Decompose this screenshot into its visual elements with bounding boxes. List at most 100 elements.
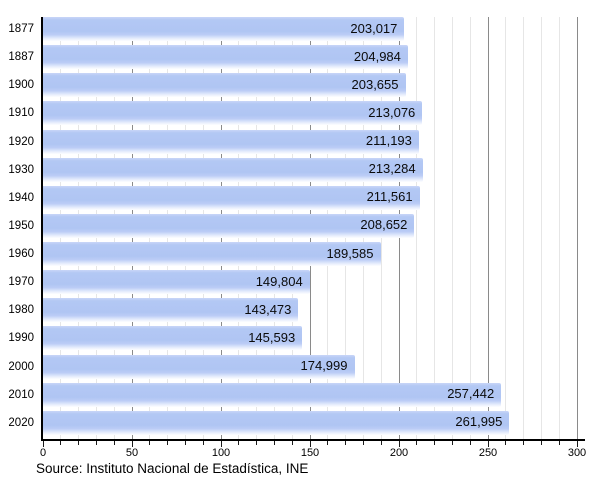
- bar-row: 208,652: [43, 213, 588, 242]
- bar-row: 261,995: [43, 410, 588, 439]
- bar: 211,193: [43, 129, 419, 154]
- x-axis-tick-minor: [202, 441, 204, 445]
- bar: 257,442: [43, 382, 502, 407]
- bar-row: 211,561: [43, 185, 588, 214]
- bar-value-label: 149,804: [255, 273, 303, 289]
- bar-row: 174,999: [43, 354, 588, 383]
- bar-row: 143,473: [43, 298, 588, 326]
- year-label: 1887: [8, 51, 34, 64]
- bar-value-label: 189,585: [326, 245, 374, 261]
- x-axis-tick-minor: [273, 441, 275, 445]
- bar: 149,804: [43, 270, 310, 295]
- bar-row: 204,984: [43, 45, 588, 73]
- y-axis-line: [41, 17, 43, 441]
- bar: 213,076: [43, 101, 423, 126]
- year-label: 1960: [8, 248, 34, 261]
- bar: 203,017: [43, 17, 405, 41]
- gridline-minor: [523, 17, 525, 439]
- x-axis-tick-label: 200: [389, 447, 409, 459]
- x-axis-line: [41, 439, 585, 441]
- x-axis-tick-minor: [558, 441, 560, 445]
- gridline-minor: [469, 17, 471, 439]
- x-axis-tick-minor: [78, 441, 80, 445]
- bar-value-label: 211,193: [365, 133, 412, 149]
- x-axis-tick-label: 300: [567, 447, 587, 459]
- bar-row: 189,585: [43, 242, 588, 270]
- year-label: 1930: [8, 163, 34, 176]
- x-axis-tick-minor: [416, 441, 418, 445]
- x-axis-tick-minor: [469, 441, 471, 445]
- bar: 204,984: [43, 45, 408, 70]
- bar: 208,652: [43, 213, 415, 238]
- gridline-major: [487, 17, 489, 439]
- bar-row: 149,804: [43, 270, 588, 298]
- bar: 145,593: [43, 326, 303, 351]
- x-axis-tick-minor: [327, 441, 329, 445]
- bar-value-label: 143,473: [244, 301, 292, 317]
- bar-value-label: 203,017: [350, 20, 398, 36]
- bar: 211,561: [43, 185, 420, 210]
- x-axis-tick-major: [42, 441, 44, 447]
- bar-value-label: 213,076: [368, 104, 416, 120]
- y-axis-labels: 1877 1887 1900 1910 1920 1930 1940 1950 1960 1970…: [0, 17, 34, 439]
- x-axis-tick-minor: [256, 441, 258, 445]
- x-axis-tick-major: [487, 441, 489, 447]
- bar-value-label: 261,995: [455, 414, 503, 430]
- bar: 203,655: [43, 73, 406, 98]
- gridline-minor: [505, 17, 507, 439]
- source-caption: Source: Instituto Nacional de Estadístic…: [36, 461, 309, 476]
- x-axis-tick-minor: [149, 441, 151, 445]
- gridline-major: [576, 17, 578, 439]
- bar-row: 213,284: [43, 157, 588, 186]
- year-label: 1950: [8, 219, 34, 232]
- gridline-minor: [540, 17, 542, 439]
- bar-value-label: 203,655: [351, 76, 399, 92]
- year-label: 1900: [8, 79, 34, 92]
- gridline-minor: [416, 17, 418, 439]
- plot-area: 203,017 204,984 203,655 213,076 211,193 213,2…: [43, 17, 588, 439]
- gridline-minor: [434, 17, 436, 439]
- year-label: 1877: [8, 23, 34, 35]
- bar-value-label: 174,999: [300, 358, 348, 374]
- bar-value-label: 208,652: [360, 217, 408, 233]
- x-axis-tick-minor: [362, 441, 364, 445]
- year-label: 1990: [8, 332, 34, 345]
- x-axis-tick-major: [220, 441, 222, 447]
- bar-row: 213,076: [43, 101, 588, 129]
- x-axis-tick-label: 150: [300, 447, 320, 459]
- gridline-minor: [558, 17, 560, 439]
- x-axis-tick-minor: [238, 441, 240, 445]
- x-axis-tick-label: 250: [478, 447, 498, 459]
- bar: 261,995: [43, 410, 510, 435]
- bar: 189,585: [43, 242, 381, 267]
- year-label: 1970: [8, 276, 34, 289]
- x-axis-tick-minor: [167, 441, 169, 445]
- x-axis-tick-major: [398, 441, 400, 447]
- year-label: 2000: [8, 360, 34, 373]
- x-axis-tick-minor: [380, 441, 382, 445]
- year-label: 1980: [8, 304, 34, 317]
- x-axis-tick-major: [131, 441, 133, 447]
- year-label: 2020: [8, 416, 34, 429]
- x-axis-tick-minor: [451, 441, 453, 445]
- bar-row: 203,017: [43, 17, 588, 45]
- bar-value-label: 257,442: [447, 386, 495, 402]
- x-axis-tick-minor: [345, 441, 347, 445]
- x-axis-tick-minor: [113, 441, 115, 445]
- bar-value-label: 213,284: [368, 161, 416, 177]
- bar-value-label: 145,593: [248, 329, 296, 345]
- bar: 143,473: [43, 298, 299, 323]
- x-axis-tick-label: 0: [39, 447, 47, 459]
- bar-value-label: 211,561: [366, 189, 413, 205]
- x-axis-tick-minor: [540, 441, 542, 445]
- x-axis-tick-minor: [505, 441, 507, 445]
- x-axis-tick-minor: [95, 441, 97, 445]
- x-axis-tick-minor: [60, 441, 62, 445]
- x-axis-tick-minor: [184, 441, 186, 445]
- x-axis-tick-major: [576, 441, 578, 447]
- year-label: 1910: [8, 107, 34, 120]
- x-axis-tick-major: [309, 441, 311, 447]
- year-label: 1920: [8, 135, 34, 148]
- bar: 213,284: [43, 157, 423, 182]
